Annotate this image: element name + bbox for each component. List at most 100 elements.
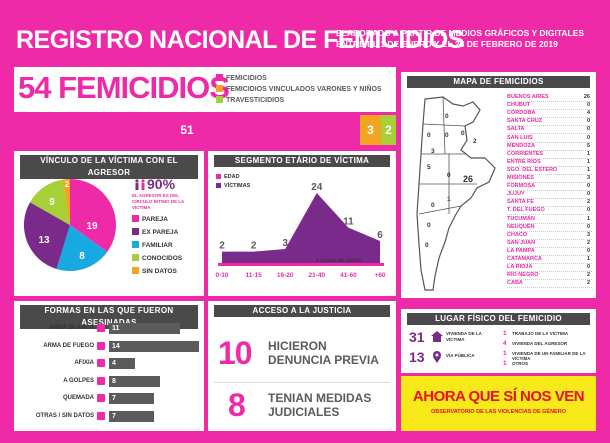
vinculo-legend: PAREJA EX PAREJA FAMILIAR CONOCIDOS SIN … [132,213,182,278]
map-province-label: 0 [445,132,449,139]
province-count: 1 [586,150,590,157]
province-name: SANTA FE [507,199,534,206]
province-count: 2 [586,280,590,287]
vinculo-pie: 19 13 8 9 2 [23,178,116,272]
province-row: ENTRE RÍOS 1 [507,159,592,167]
mapa-title: MAPA DE FEMICIDIOS [407,76,590,88]
legend-vinculados: FEMICIDIOS VINCULADOS VARONES Y NIÑOS [216,84,382,95]
province-count: 4 [586,110,590,117]
province-count: 0 [586,102,590,109]
province-name: BUENOS AIRES [507,94,549,100]
forma-label: ARMA DE FUEGO [43,342,94,349]
lugar-detail-value: 1 [503,360,507,367]
map-province-label: 0 [425,242,429,249]
value-pareja: 19 [86,221,98,232]
province-count: 0 [586,126,590,133]
province-row: CATAMARCA 1 [507,256,592,264]
province-row: FORMOSA 0 [507,183,592,192]
forma-label: QUEMADA [63,395,94,401]
age-value-label: 11 [343,217,354,228]
forma-bar: 8 [109,375,161,387]
legend-pareja: PAREJA [132,213,182,226]
province-name: CHUBUT [507,102,531,109]
province-count: 0 [586,247,590,254]
justicia-item-2-text: TENIAN MEDIDAS JUDICIALES [268,391,372,419]
forma-label: A GOLPES [63,377,94,384]
summary-bar: 51 3 2 [14,115,396,145]
age-value-label: 2 [219,241,225,252]
segmento-note: 3 CASOS SIN DATOS [316,258,362,263]
province-row: SAN JUAN 2 [507,240,592,248]
forma-label: AFIXIA [74,360,94,366]
province-name: SALTA [507,126,525,133]
lugar-detail-value: 4 [503,340,507,347]
legend-sin-datos: SIN DATOS [132,265,182,278]
vivienda-label: VIVIENDA DE LA VÍCTIMA [446,331,482,342]
province-count: 5 [586,142,590,149]
province-count: 2 [586,272,590,279]
value-sin-datos: 2 [65,180,70,189]
legend-travesticidios: TRAVESTICIDIOS [216,95,382,106]
map-province-label: 0 [431,202,435,209]
segmento-legend: EDAD VÍCTIMAS [216,173,250,191]
slice-ex-pareja [56,225,108,272]
province-row: RÍO NEGRO 2 [507,272,592,281]
percent-value: 90% [147,176,176,192]
logo-text: AHORA QUE SÍ NOS VEN [412,388,585,405]
justicia-panel: ACCESO A LA JUSTICIA 10 HICIERON DENUNCIA… [208,301,396,431]
segmento-panel: SEGMENTO ETÁRIO DE VÍCTIMA EDAD VÍCTIMAS… [208,151,396,296]
map-province-label: 2 [473,138,477,145]
province-count: 26 [583,94,590,100]
province-name: SGO. DEL ESTERO [507,166,558,173]
slice-pareja [70,179,116,252]
age-category-label: 21-40 [308,272,325,279]
age-category-label: +60 [374,272,385,279]
legend-ex-pareja: EX PAREJA [132,226,182,239]
map-province-label: 0 [461,130,465,137]
province-row: CHUBUT 0 [507,102,592,111]
forma-icon [97,411,105,420]
forma-bar: 7 [109,410,154,422]
province-name: T. DEL FUEGO [507,207,545,214]
lugar-detail-label: VIVIENDA DE UN FAMILIAR DE LA VÍCTIMA [512,351,586,361]
province-count: 0 [586,207,590,214]
subtitle-line-1: ELABORADO A PARTIR DE MEDIOS GRÁFICOS Y … [336,28,585,38]
province-row: LA PAMPA 0 [507,248,592,256]
argentina-map [416,96,496,291]
street-icon [430,350,444,368]
province-name: FORMOSA [507,183,536,190]
map-province-label: 0 [447,172,451,179]
forma-icon [97,341,105,350]
province-name: TUCUMÁN [507,215,535,222]
map-province-label: 0 [427,132,431,139]
page-title: REGISTRO NACIONAL DE FEMICIDIOS [16,26,464,54]
legend-femicidios: FEMICIDIOS [216,73,382,84]
province-row: SGO. DEL ESTERO 1 [507,167,592,175]
province-name: JUJUY [507,191,525,198]
age-category-label: 11-15 [245,272,262,279]
province-row: LA RIOJA 0 [507,264,592,273]
lugar-detail-label: VIVIENDA DEL AGRESOR [512,341,568,346]
forma-bar: 14 [109,340,199,352]
province-row: NEUQUÉN 0 [507,224,592,232]
province-name: RÍO NEGRO [507,272,539,279]
legend-edad: EDAD [216,173,250,182]
legend-familiar: FAMILIAR [132,239,182,252]
age-value-label: 6 [377,230,383,241]
province-row: CÓRDOBA 4 [507,110,592,119]
age-axis [218,263,384,266]
segmento-title: SEGMENTO ETÁRIO DE VÍCTIMA [214,155,390,167]
map-province-label: 26 [463,174,474,184]
map-province-label: 0 [445,113,449,120]
province-name: LA RIOJA [507,264,533,271]
headline: 54 FEMICIDIOS [18,70,230,105]
age-value-label: 3 [282,238,288,249]
slice-conocidos [30,179,70,225]
province-count: 0 [586,191,590,198]
slice-sin-datos [62,178,70,225]
province-count: 0 [586,223,590,230]
percent-note: EL AGRESOR ES DEL CÍRCULO ÍNTIMO DE LA V… [132,193,185,210]
age-category-label: 16-20 [277,272,294,279]
forma-icon [97,359,105,367]
via-label: VÍA PÚBLICA [446,353,475,358]
